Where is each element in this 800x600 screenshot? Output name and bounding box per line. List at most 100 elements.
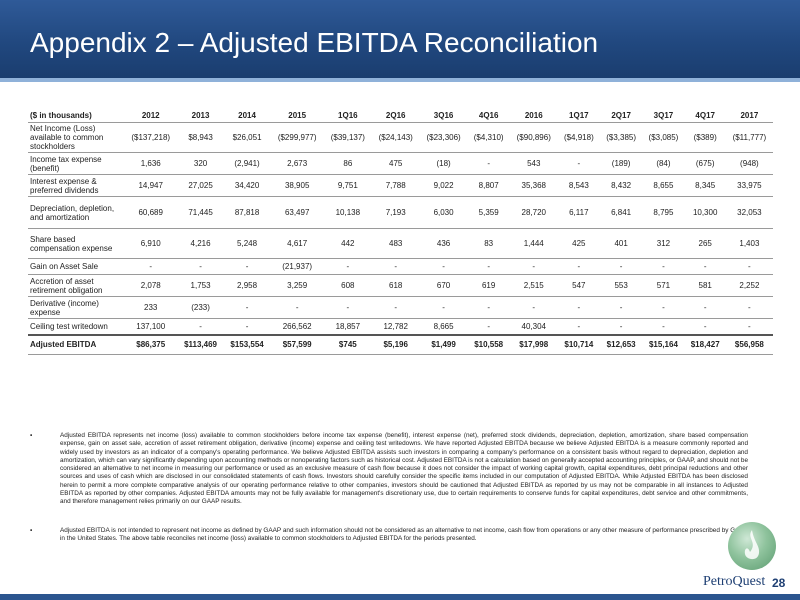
table-cell: 9,751 — [337, 181, 358, 190]
table-cell: 18,857 — [335, 321, 361, 331]
column-header: 2016 — [524, 110, 543, 120]
column-header: 2015 — [288, 110, 307, 120]
table-cell: 320 — [193, 159, 208, 168]
column-header: 2014 — [238, 110, 256, 120]
table-cell: ($90,896) — [516, 133, 551, 142]
table-cell: 2,958 — [237, 281, 258, 290]
table-cell: 8,543 — [568, 181, 589, 190]
row-label: Ceiling test writedown — [30, 321, 108, 331]
table-cell: 6,030 — [433, 208, 454, 217]
bullet-icon: ▪ — [30, 432, 33, 439]
table-cell: 6,117 — [569, 208, 589, 217]
table-cell: 87,818 — [234, 208, 260, 217]
table-cell: 543 — [527, 159, 541, 168]
table-cell: - — [199, 262, 202, 271]
table-cell: 83 — [484, 239, 494, 248]
footnotes: ▪ Adjusted EBITDA represents net income … — [28, 432, 748, 543]
column-header: 2Q16 — [385, 110, 406, 120]
table-row: Net Income (Loss) available to common st… — [28, 122, 773, 153]
table-cell: 4,617 — [287, 239, 308, 248]
table-cell: - — [619, 321, 623, 331]
row-label: Interest expense & preferred dividends — [30, 176, 99, 195]
title-bar: Appendix 2 – Adjusted EBITDA Reconciliat… — [0, 0, 800, 78]
table-cell: - — [577, 262, 581, 271]
table-row: Interest expense & preferred dividends 14… — [28, 174, 773, 197]
table-cell: 483 — [389, 239, 403, 248]
table-cell: 38,905 — [284, 181, 310, 190]
table-cell: 8,807 — [478, 181, 499, 190]
table-cell: (84) — [656, 159, 671, 168]
table-cell: - — [149, 262, 153, 271]
table-cell: (233) — [191, 303, 210, 312]
table-cell: 32,053 — [737, 208, 762, 217]
total-row: Adjusted EBITDA $86,375 $113,469 $153,554 $5… — [28, 334, 773, 355]
table-body: Net Income (Loss) available to common st… — [28, 122, 773, 355]
table-cell: (675) — [695, 159, 715, 168]
table-cell: - — [532, 303, 536, 312]
table-cell: 2,078 — [140, 281, 161, 290]
table-cell: 6,841 — [611, 208, 632, 217]
table-cell: - — [619, 262, 623, 271]
table-row: Derivative (income) expense 233 (233) - - - - -… — [28, 296, 773, 319]
table-header-row: ($ in thousands) 2012 2013 2014 2015 1Q1… — [28, 108, 773, 123]
table-cell: 1,753 — [190, 281, 211, 290]
table-row: Share based compensation expense 6,910 4,2… — [28, 228, 773, 259]
table-cell: 670 — [436, 281, 451, 290]
table-cell: 6,910 — [140, 239, 161, 248]
table-cell: ($137,218) — [131, 133, 171, 142]
row-label: Share based compensation expense — [30, 234, 113, 253]
table-cell: 608 — [341, 281, 355, 290]
table-cell: 2,515 — [523, 281, 544, 290]
table-cell: 436 — [436, 239, 451, 248]
table-cell: 266,562 — [282, 321, 312, 331]
table-cell: (2,941) — [234, 159, 260, 168]
table-cell: 618 — [389, 281, 403, 290]
column-header: 3Q16 — [433, 110, 454, 120]
table-cell: $26,051 — [232, 133, 262, 142]
table-cell: 1,403 — [739, 239, 760, 248]
table-cell: ($389) — [693, 133, 717, 142]
table-cell: ($299,977) — [277, 133, 317, 142]
bullet-icon: ▪ — [30, 526, 33, 534]
table-cell: - — [577, 159, 581, 168]
table-cell: ($3,385) — [606, 133, 637, 142]
table-cell: 265 — [698, 239, 712, 248]
table-cell: ($4,918) — [563, 133, 594, 142]
table-cell: $5,196 — [383, 340, 408, 350]
table-row: Accretion of asset retirement obligation… — [28, 274, 773, 297]
table-cell: 401 — [614, 239, 628, 248]
table-cell: - — [245, 303, 249, 312]
column-header: 2Q17 — [611, 110, 631, 120]
table-cell: 547 — [572, 281, 586, 290]
table-cell: 33,975 — [737, 181, 762, 190]
table-cell: 233 — [144, 303, 158, 312]
table-row: Income tax expense (benefit) 1,636 320 (2,9… — [28, 152, 773, 175]
table-cell: - — [442, 262, 445, 271]
row-label: Depreciation, depletion, and amortizatio… — [30, 203, 115, 222]
table-cell: 10,138 — [335, 208, 361, 217]
table-cell: - — [199, 321, 202, 331]
table-cell: - — [703, 321, 707, 331]
table-cell: 553 — [614, 281, 628, 290]
table-cell: - — [394, 262, 398, 271]
column-header: 2013 — [191, 110, 210, 120]
column-header: 3Q17 — [653, 110, 674, 120]
table-cell: 7,788 — [385, 181, 406, 190]
table-cell: - — [703, 262, 707, 271]
slide-title: Appendix 2 – Adjusted EBITDA Reconciliat… — [30, 27, 599, 58]
table-cell: 10,300 — [692, 208, 718, 217]
table-cell: - — [346, 262, 350, 271]
row-label: Gain on Asset Sale — [30, 262, 99, 271]
company-logo-icon — [728, 522, 776, 570]
table-cell: 4,216 — [190, 239, 211, 248]
table-cell: 475 — [389, 159, 403, 168]
column-header: 2017 — [740, 110, 759, 120]
ebitda-reconciliation-table: ($ in thousands) 2012 2013 2014 2015 1Q1… — [28, 108, 773, 355]
table-cell: 40,304 — [521, 321, 546, 331]
table-cell: (21,937) — [282, 262, 313, 271]
table-cell: - — [245, 262, 249, 271]
table-cell: ($3,085) — [648, 133, 679, 142]
table-cell: 8,345 — [695, 181, 716, 190]
table-cell: (948) — [740, 159, 759, 168]
table-cell: 2,252 — [739, 281, 760, 290]
